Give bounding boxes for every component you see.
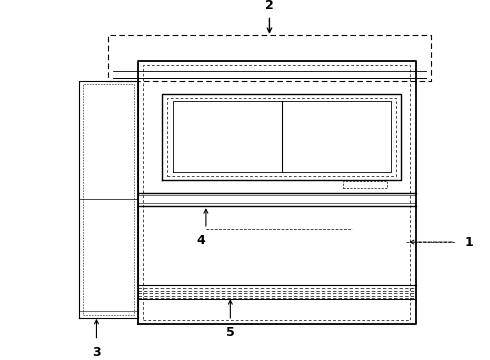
Text: 3: 3 [92, 346, 101, 359]
Text: 1: 1 [465, 235, 474, 248]
Text: 2: 2 [265, 0, 274, 12]
Text: 5: 5 [226, 326, 235, 339]
Text: 4: 4 [196, 234, 205, 247]
